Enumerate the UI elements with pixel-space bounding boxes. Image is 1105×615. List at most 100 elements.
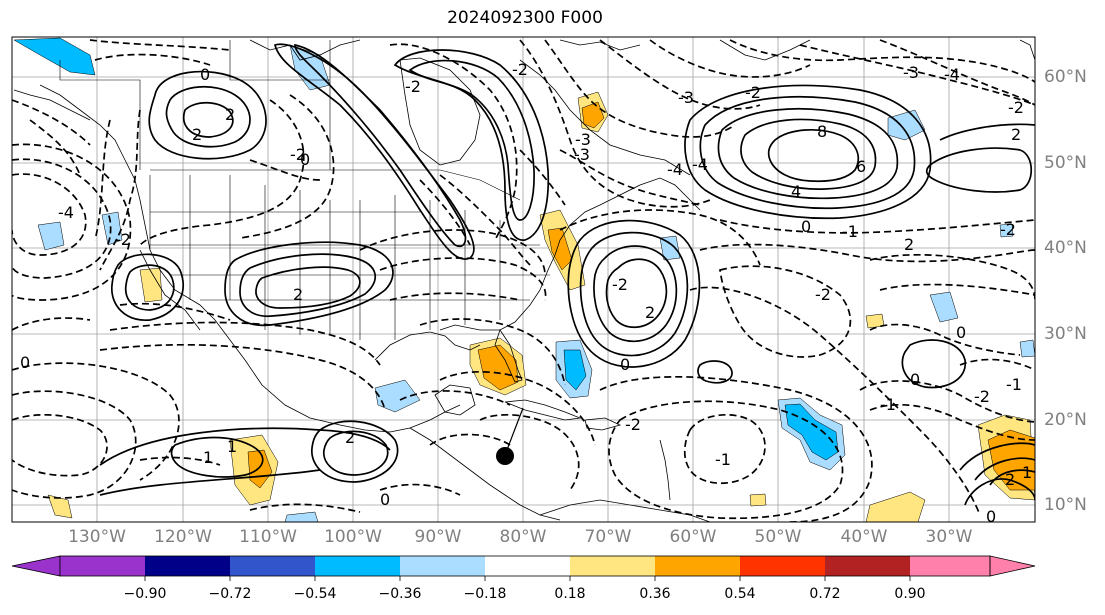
contour-negative — [799, 44, 1035, 106]
contour-label: 4 — [791, 182, 801, 201]
contour-negative — [869, 253, 1035, 301]
contour-label: 0 — [300, 150, 310, 169]
shade-blue-patch — [563, 349, 587, 391]
shade-orange-patch — [547, 227, 573, 271]
contour-label: 6 — [856, 157, 866, 176]
contour-label: -2 — [405, 77, 421, 96]
shade-light-blue-patch — [1019, 339, 1035, 358]
coastline-hudson-bay — [399, 57, 481, 166]
contour-negative — [12, 414, 108, 477]
shade-orange-patch — [581, 101, 605, 129]
contour-label: 0 — [801, 217, 811, 236]
storm-position-dot — [496, 447, 514, 465]
contour-label: -4 — [667, 160, 683, 179]
contour-label: -2 — [290, 145, 306, 164]
contour-negative — [719, 265, 852, 358]
contour-negative — [99, 343, 386, 411]
contour-positive — [323, 430, 389, 476]
shade-yellow-patch — [749, 493, 767, 507]
contour-positive — [239, 253, 376, 317]
lon-label: 80°W — [499, 527, 547, 547]
contour-negative — [379, 483, 461, 496]
contour-label: -4 — [944, 65, 960, 84]
colorbar-segment — [400, 556, 485, 576]
contour-negative — [29, 119, 81, 176]
shade-blue-patch — [13, 37, 96, 76]
contour-negative — [419, 318, 566, 386]
contour-positive — [989, 469, 1035, 486]
coastline-greenland — [719, 39, 811, 61]
contour-negative — [94, 119, 111, 241]
map-frame — [11, 36, 1036, 523]
colorbar-segment — [740, 556, 825, 576]
colorbar-segment — [655, 556, 740, 576]
contour-positive — [567, 219, 701, 368]
contour-label: -3 — [574, 145, 590, 164]
contour-label: 2 — [645, 303, 655, 322]
colorbar-tick-label: 0.54 — [724, 586, 756, 602]
contour-negative — [94, 53, 211, 66]
contour-label: 8 — [817, 122, 827, 141]
contour-positive — [148, 70, 267, 160]
lon-label: 100°W — [324, 527, 382, 547]
contour-negative — [559, 209, 761, 266]
contour-label: 2 — [293, 285, 303, 304]
contour-label: 0 — [620, 355, 630, 374]
contour-positive — [408, 59, 535, 221]
colorbar-segment — [145, 556, 230, 576]
graticule — [12, 37, 1035, 522]
contour-label: 2 — [904, 235, 914, 254]
contour-label: 0 — [956, 323, 966, 342]
lon-label: 90°W — [414, 527, 462, 547]
contour-labels: -4 0 2 -2 0 2 -2 2 -2 -2 -3 -4 -3 -3 -2 … — [20, 60, 1032, 522]
coastline-gulf-of-mexico — [374, 331, 481, 361]
shade-orange-patch — [247, 449, 273, 489]
contour-label: 1 — [227, 437, 237, 456]
contour-negative — [12, 362, 180, 481]
shade-light-blue-patch — [101, 211, 123, 246]
contour-positive — [767, 128, 859, 183]
colorbar-segment — [60, 556, 145, 576]
contour-negative — [879, 283, 1035, 296]
contour-negative — [359, 229, 546, 276]
lon-label: 60°W — [669, 527, 717, 547]
lat-label: 50°N — [1044, 153, 1087, 173]
coastline-arctic-islands-east — [559, 39, 641, 51]
contour-positive — [393, 49, 550, 241]
contour-positive — [939, 123, 1035, 141]
contour-positive — [959, 442, 1035, 471]
contour-label: -2 — [745, 83, 761, 102]
lat-label: 30°N — [1044, 324, 1087, 344]
contour-label: -2 — [1008, 98, 1024, 117]
contour-negative — [869, 323, 1021, 356]
contour-negative — [12, 390, 137, 499]
contour-label: -2 — [1000, 220, 1016, 239]
contour-positive — [964, 478, 1035, 506]
coastline-baja-california — [139, 249, 201, 331]
contour-negative — [519, 149, 566, 206]
contour-positive — [255, 266, 361, 309]
contour-label: -4 — [58, 203, 74, 222]
contour-negative — [719, 219, 1035, 234]
contour-positive — [99, 427, 391, 466]
colorbar-ticks — [144, 576, 911, 581]
coastline-yucatan — [434, 384, 476, 416]
shade-light-blue-patch — [999, 223, 1014, 238]
contour-positive — [925, 147, 1033, 193]
lon-label: 70°W — [584, 527, 632, 547]
shade-blue-patch — [784, 403, 839, 461]
shade-light-blue-patch — [284, 511, 319, 522]
shade-light-blue-patch — [37, 221, 65, 251]
contour-negative — [389, 43, 518, 241]
colorbar-segment — [910, 556, 990, 576]
storm-marker — [496, 407, 524, 465]
contour-label: 1 — [203, 448, 213, 467]
colorbar — [11, 555, 1036, 581]
contour-negative — [109, 321, 381, 366]
shade-yellow-patch — [47, 494, 73, 519]
contour-positive — [111, 253, 184, 321]
contour-negative — [239, 94, 335, 239]
contour-positive — [717, 107, 899, 200]
coastline-west-africa — [1019, 39, 1035, 61]
coastline-lesser-antilles — [659, 439, 671, 501]
